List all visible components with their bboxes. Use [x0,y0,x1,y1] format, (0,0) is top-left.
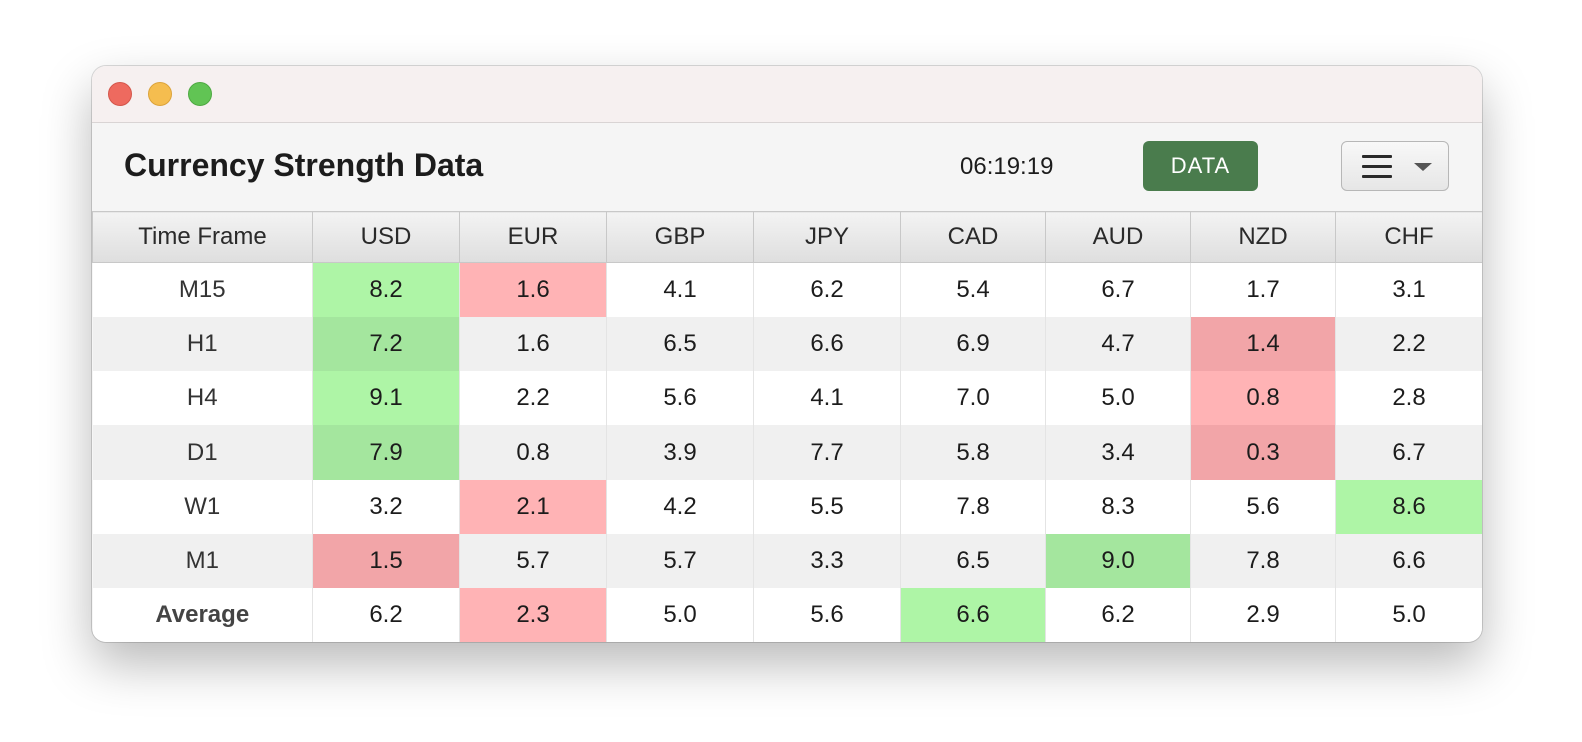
table-cell: 1.4 [1190,316,1336,372]
table-cell: 5.5 [753,479,901,534]
column-header-cad[interactable]: CAD [900,211,1046,263]
table-cell: 0.8 [1190,371,1336,426]
table-cell: 5.0 [1335,588,1482,642]
table-cell: 6.2 [312,588,460,642]
table-cell: 6.6 [753,316,901,372]
table-row: M1 1.5 5.7 5.7 3.3 6.5 9.0 7.8 6.6 [92,533,1482,589]
table-cell: 5.6 [1190,479,1336,534]
table-cell: 2.3 [459,588,607,642]
table-cell: 4.1 [606,262,754,317]
table-cell: 2.1 [459,479,607,534]
table-cell: 7.0 [900,371,1046,426]
table-cell: 6.9 [900,316,1046,372]
table-cell: 6.5 [606,316,754,372]
table-cell: 3.2 [312,479,460,534]
table-cell: 1.5 [312,533,460,589]
title-bar [92,66,1482,123]
table-cell: 5.7 [606,533,754,589]
row-label: Average [92,588,313,642]
table-cell: 3.3 [753,533,901,589]
table-cell: 6.6 [900,588,1046,642]
chevron-down-icon [1414,163,1432,171]
table-cell: 6.2 [1045,588,1191,642]
table-cell: 7.8 [900,479,1046,534]
close-window-button[interactable] [108,82,132,106]
row-label: H1 [92,316,313,372]
table-cell: 5.7 [459,533,607,589]
table-cell: 0.3 [1190,425,1336,480]
column-header-jpy[interactable]: JPY [753,211,901,263]
table-cell: 6.6 [1335,533,1482,589]
table-cell: 9.0 [1045,533,1191,589]
table-cell: 5.0 [606,588,754,642]
table-cell: 6.5 [900,533,1046,589]
table-cell: 3.9 [606,425,754,480]
table-cell: 6.7 [1045,262,1191,317]
table-cell: 5.8 [900,425,1046,480]
table-cell: 7.8 [1190,533,1336,589]
table-cell: 3.4 [1045,425,1191,480]
table-row: M15 8.2 1.6 4.1 6.2 5.4 6.7 1.7 3.1 [92,262,1482,317]
table-cell: 8.6 [1335,479,1482,534]
row-label: D1 [92,425,313,480]
row-label: W1 [92,479,313,534]
column-header-nzd[interactable]: NZD [1190,211,1336,263]
table-cell: 8.3 [1045,479,1191,534]
table-cell: 4.7 [1045,316,1191,372]
table-cell: 3.1 [1335,262,1482,317]
table-header-row: Time Frame USD EUR GBP JPY CAD AUD NZD C… [92,211,1482,263]
table-cell: 6.7 [1335,425,1482,480]
table-cell: 5.6 [753,588,901,642]
toolbar: Currency Strength Data 06:19:19 DATA [92,123,1482,211]
table-cell: 1.7 [1190,262,1336,317]
column-header-usd[interactable]: USD [312,211,460,263]
table-cell: 4.2 [606,479,754,534]
table-cell: 8.2 [312,262,460,317]
table-row: D1 7.9 0.8 3.9 7.7 5.8 3.4 0.3 6.7 [92,425,1482,480]
table-cell: 1.6 [459,262,607,317]
column-header-chf[interactable]: CHF [1335,211,1482,263]
column-header-time-frame[interactable]: Time Frame [92,211,313,263]
table-cell: 4.1 [753,371,901,426]
table-cell: 5.6 [606,371,754,426]
row-label: H4 [92,371,313,426]
column-header-aud[interactable]: AUD [1045,211,1191,263]
row-label: M1 [92,533,313,589]
hamburger-menu-icon [1362,155,1392,179]
table-cell: 2.9 [1190,588,1336,642]
page-title: Currency Strength Data [124,147,484,183]
table-cell: 5.4 [900,262,1046,317]
table-cell: 2.2 [459,371,607,426]
table-cell: 0.8 [459,425,607,480]
table-row: H4 9.1 2.2 5.6 4.1 7.0 5.0 0.8 2.8 [92,371,1482,426]
table-row-average: Average 6.2 2.3 5.0 5.6 6.6 6.2 2.9 5.0 [92,588,1482,642]
table-cell: 7.9 [312,425,460,480]
table-cell: 9.1 [312,371,460,426]
clock-readout: 06:19:19 [960,153,1054,180]
table-cell: 5.0 [1045,371,1191,426]
table-row: H1 7.2 1.6 6.5 6.6 6.9 4.7 1.4 2.2 [92,316,1482,372]
row-label: M15 [92,262,313,317]
app-window: Currency Strength Data 06:19:19 DATA Tim… [92,66,1482,642]
menu-dropdown-button[interactable] [1341,141,1449,191]
table-cell: 1.6 [459,316,607,372]
column-header-eur[interactable]: EUR [459,211,607,263]
column-header-gbp[interactable]: GBP [606,211,754,263]
currency-strength-table: Time Frame USD EUR GBP JPY CAD AUD NZD C… [92,211,1482,642]
data-button[interactable]: DATA [1143,141,1258,191]
maximize-window-button[interactable] [188,82,212,106]
table-cell: 2.8 [1335,371,1482,426]
table-cell: 6.2 [753,262,901,317]
table-cell: 7.2 [312,316,460,372]
table-cell: 2.2 [1335,316,1482,372]
table-cell: 7.7 [753,425,901,480]
minimize-window-button[interactable] [148,82,172,106]
table-row: W1 3.2 2.1 4.2 5.5 7.8 8.3 5.6 8.6 [92,479,1482,534]
